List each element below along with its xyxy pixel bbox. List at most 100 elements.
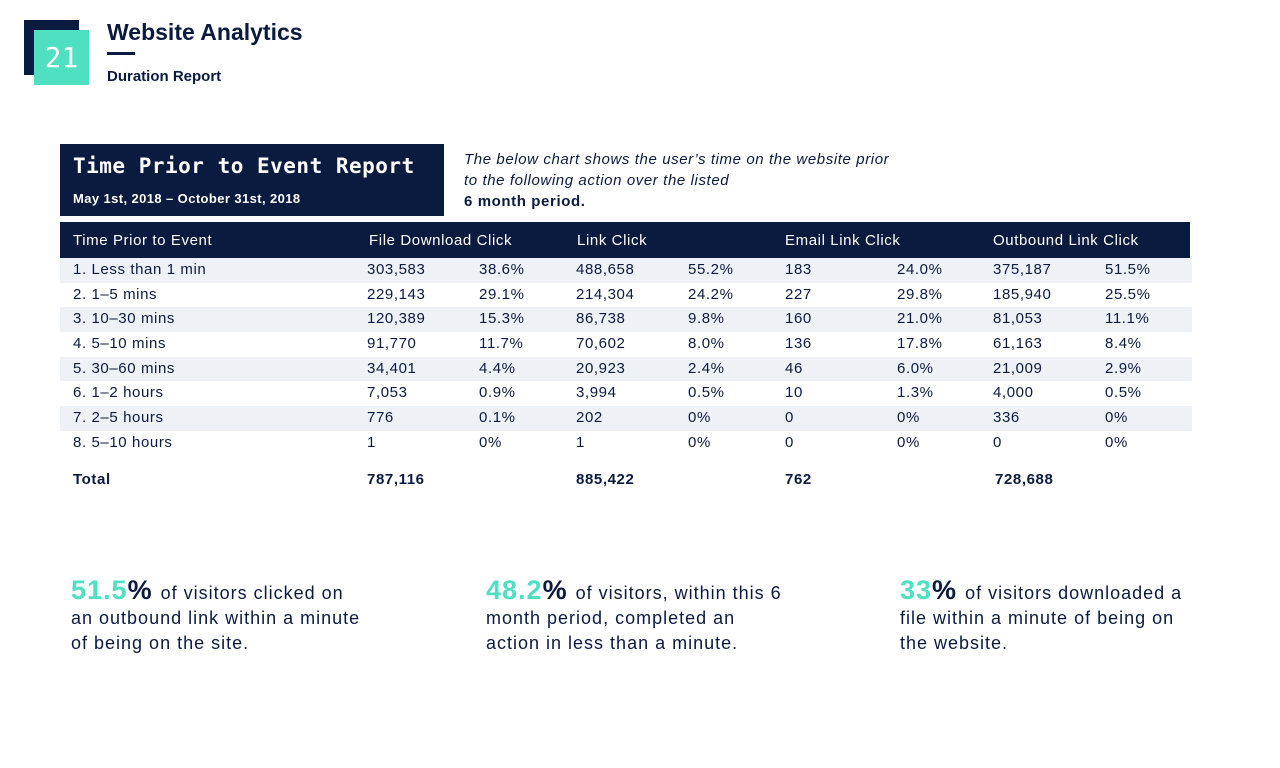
cell-file-download-count: 120,389 — [367, 310, 426, 328]
total-email-link: 762 — [785, 470, 812, 488]
stat-percent-sign: % — [127, 575, 153, 605]
cell-file-download-percent: 4.4% — [479, 359, 516, 377]
cell-file-download-count: 91,770 — [367, 335, 417, 353]
cell-link-click-count: 1 — [576, 433, 585, 451]
stat-value: 51.5 — [71, 575, 128, 605]
stat-download: 33% of visitors downloaded a file within … — [900, 575, 1200, 656]
cell-email-link-percent: 6.0% — [897, 359, 934, 377]
cell-outbound-link-percent: 51.5% — [1105, 261, 1151, 278]
table-row: 4. 5–10 mins 91,770 11.7% 70,602 8.0% 136 17.8… — [60, 332, 1192, 357]
header-file-download: File Download Click — [369, 232, 513, 249]
cell-outbound-link-count: 81,053 — [993, 310, 1043, 328]
page-title: Website Analytics — [107, 19, 303, 45]
description-emphasis: 6 month period. — [464, 193, 586, 210]
cell-time-prior: 6. 1–2 hours — [73, 384, 164, 402]
cell-file-download-count: 34,401 — [367, 359, 417, 377]
cell-link-click-count: 70,602 — [576, 335, 626, 353]
header-time-prior: Time Prior to Event — [73, 232, 213, 249]
cell-time-prior: 7. 2–5 hours — [73, 409, 164, 427]
cell-outbound-link-percent: 2.9% — [1105, 359, 1142, 377]
cell-link-click-count: 202 — [576, 409, 603, 427]
report-date-range: May 1st, 2018 – October 31st, 2018 — [73, 191, 301, 206]
cell-outbound-link-percent: 11.1% — [1105, 310, 1150, 328]
cell-file-download-count: 1 — [367, 433, 376, 451]
cell-email-link-percent: 29.8% — [897, 285, 943, 303]
cell-link-click-count: 488,658 — [576, 261, 635, 278]
stat-value: 33 — [900, 575, 933, 605]
report-description: The below chart shows the user’s time on… — [464, 149, 894, 212]
cell-time-prior: 3. 10–30 mins — [73, 310, 176, 328]
table-body: 1. Less than 1 min 303,583 38.6% 488,658 55.… — [60, 258, 1192, 456]
table-total-row: Total 787,116 885,422 762 728,688 — [60, 466, 1192, 496]
cell-link-click-percent: 0% — [688, 433, 711, 451]
cell-time-prior: 4. 5–10 mins — [73, 335, 167, 353]
cell-outbound-link-count: 0 — [993, 433, 1002, 451]
cell-email-link-count: 183 — [785, 261, 812, 278]
cell-outbound-link-count: 375,187 — [993, 261, 1052, 278]
cell-outbound-link-count: 185,940 — [993, 285, 1052, 303]
duration-table: Time Prior to Event File Download Click … — [60, 222, 1192, 496]
cell-file-download-count: 303,583 — [367, 261, 426, 278]
logo-number: 21 — [34, 30, 89, 85]
cell-time-prior: 5. 30–60 mins — [73, 359, 176, 377]
table-row: 3. 10–30 mins 120,389 15.3% 86,738 9.8% 160 21… — [60, 307, 1192, 333]
table-row: 2. 1–5 mins 229,143 29.1% 214,304 24.2% 227 29… — [60, 283, 1192, 308]
cell-link-click-percent: 9.8% — [688, 310, 725, 328]
cell-email-link-count: 136 — [785, 335, 812, 353]
cell-outbound-link-percent: 0% — [1105, 433, 1128, 451]
cell-email-link-percent: 24.0% — [897, 261, 943, 278]
cell-file-download-percent: 38.6% — [479, 261, 525, 278]
table-header: Time Prior to Event File Download Click … — [60, 222, 1190, 258]
cell-email-link-percent: 0% — [897, 433, 920, 451]
cell-link-click-count: 3,994 — [576, 384, 617, 402]
stat-percent-sign: % — [932, 575, 958, 605]
cell-email-link-count: 46 — [785, 359, 803, 377]
total-link-click: 885,422 — [576, 470, 635, 488]
cell-email-link-percent: 1.3% — [897, 384, 934, 402]
stat-value: 48.2 — [486, 575, 543, 605]
cell-outbound-link-percent: 8.4% — [1105, 335, 1142, 353]
cell-link-click-percent: 0% — [688, 409, 711, 427]
stat-text: of visitors clicked on an outbound link … — [71, 583, 361, 653]
logo: 21 — [24, 20, 90, 86]
cell-email-link-count: 227 — [785, 285, 812, 303]
table-row: 6. 1–2 hours 7,053 0.9% 3,994 0.5% 10 1.3% 4,00… — [60, 381, 1192, 406]
stat-text: of visitors downloaded a file within a m… — [900, 583, 1183, 653]
cell-email-link-percent: 17.8% — [897, 335, 943, 353]
cell-file-download-percent: 0.1% — [479, 409, 516, 427]
total-outbound-link: 728,688 — [995, 470, 1054, 488]
cell-email-link-count: 0 — [785, 409, 794, 427]
cell-time-prior: 8. 5–10 hours — [73, 433, 173, 451]
stat-action: 48.2% of visitors, within this 6 month pe… — [486, 575, 786, 656]
header-email-link: Email Link Click — [785, 232, 901, 249]
cell-link-click-percent: 55.2% — [688, 261, 734, 278]
cell-email-link-percent: 21.0% — [897, 310, 943, 328]
report-title-box: Time Prior to Event Report May 1st, 2018… — [60, 144, 444, 216]
total-file-download: 787,116 — [367, 470, 425, 488]
cell-outbound-link-percent: 0.5% — [1105, 384, 1142, 402]
cell-link-click-count: 20,923 — [576, 359, 626, 377]
cell-link-click-percent: 24.2% — [688, 285, 734, 303]
cell-outbound-link-count: 21,009 — [993, 359, 1043, 377]
cell-link-click-count: 86,738 — [576, 310, 626, 328]
header-outbound-link: Outbound Link Click — [993, 232, 1139, 249]
cell-link-click-percent: 2.4% — [688, 359, 725, 377]
cell-file-download-percent: 15.3% — [479, 310, 525, 328]
cell-file-download-percent: 29.1% — [479, 285, 525, 303]
cell-outbound-link-count: 4,000 — [993, 384, 1034, 402]
cell-file-download-count: 229,143 — [367, 285, 426, 303]
table-row: 8. 5–10 hours 1 0% 1 0% 0 0% 0 0% — [60, 431, 1192, 456]
cell-link-click-percent: 0.5% — [688, 384, 725, 402]
cell-outbound-link-percent: 25.5% — [1105, 285, 1151, 303]
stat-outbound: 51.5% of visitors clicked on an outbound … — [71, 575, 371, 656]
cell-outbound-link-count: 61,163 — [993, 335, 1043, 353]
cell-file-download-percent: 11.7% — [479, 335, 524, 353]
cell-email-link-count: 0 — [785, 433, 794, 451]
cell-file-download-percent: 0.9% — [479, 384, 516, 402]
stat-text: of visitors, within this 6 month period,… — [486, 583, 782, 653]
cell-email-link-count: 10 — [785, 384, 803, 402]
cell-file-download-count: 7,053 — [367, 384, 408, 402]
cell-email-link-percent: 0% — [897, 409, 920, 427]
stat-percent-sign: % — [542, 575, 568, 605]
cell-email-link-count: 160 — [785, 310, 812, 328]
